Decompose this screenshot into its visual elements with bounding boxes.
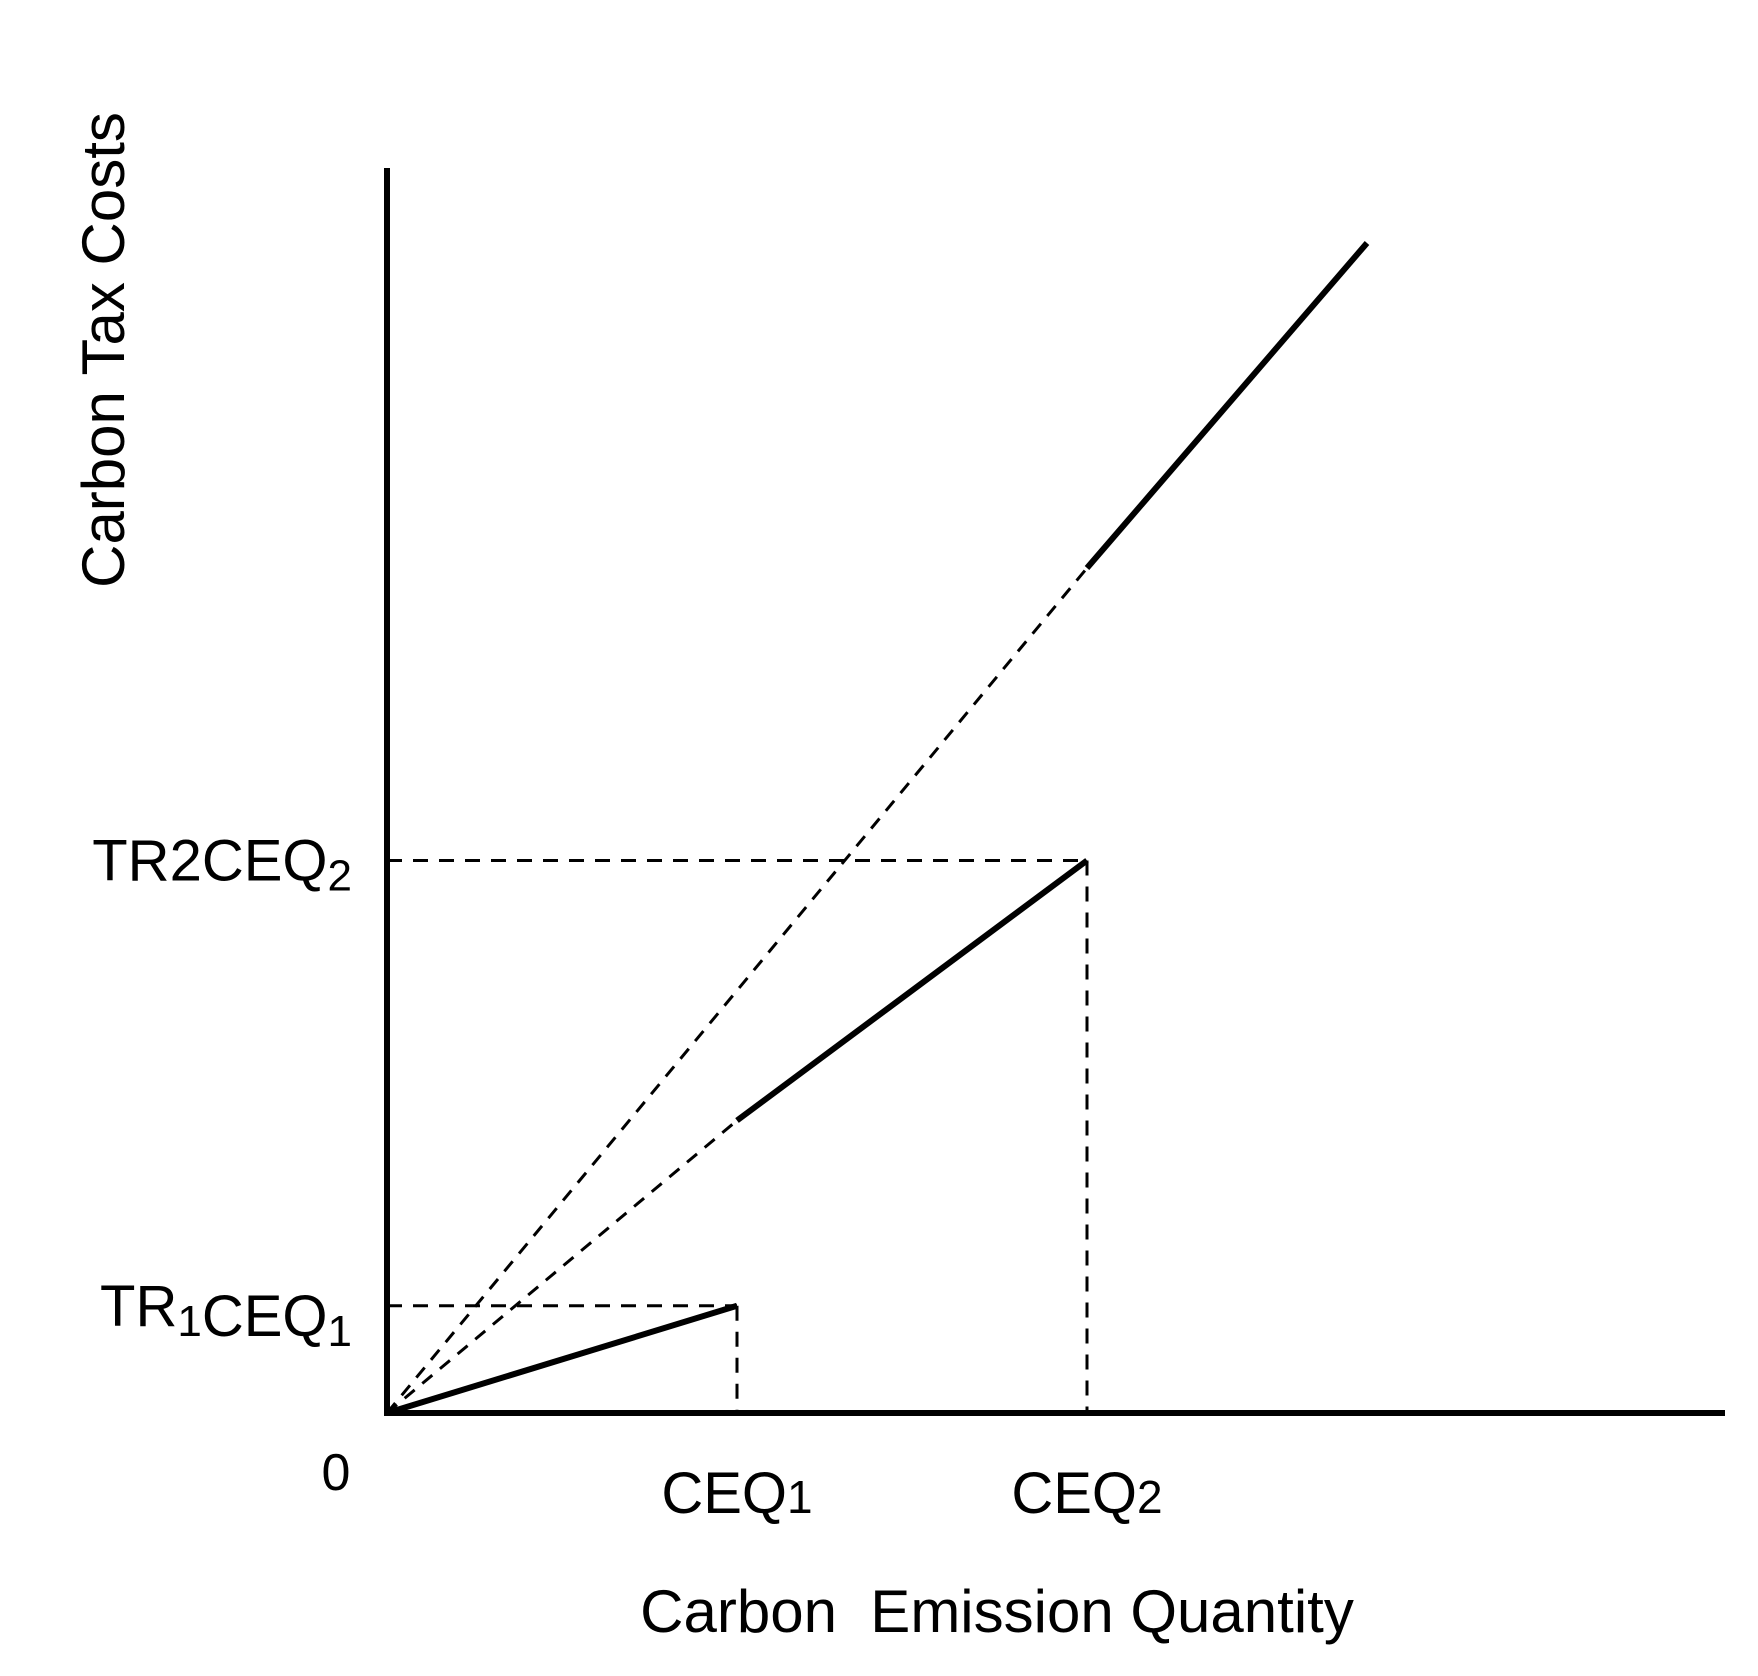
y-tick-text: CEQ [202,1284,328,1349]
dashed-cost-line-2 [386,1119,738,1415]
x-axis-label: Carbon Emission Quantity [640,1578,1354,1645]
y-tick-text: TR [100,1274,177,1339]
series-lines [385,241,1370,1416]
y-tick-subscript: 1 [177,1297,201,1346]
x-tick-main: CEQ [1011,1461,1137,1526]
y-tick-text: CEQ [202,829,328,894]
guide-lines [387,859,1089,1413]
x-tick-index: 2 [1137,1471,1163,1523]
y-tick-text: 2 [170,829,202,894]
y-tick-label-2: TR2CEQ2 [92,829,352,901]
solid-cost-line-5 [1084,241,1370,570]
solid-cost-line-3 [735,858,1089,1123]
solid-cost-line-1 [386,1302,738,1416]
y-tick-subscript: 1 [328,1307,352,1356]
x-tick-index: 1 [787,1471,813,1523]
y-axis-label: Carbon Tax Costs [70,112,137,588]
y-tick-subscript: 2 [328,852,352,901]
x-tick-main: CEQ [661,1461,787,1526]
y-tick-label-1: TR1CEQ1 [100,1274,352,1356]
dashed-cost-line-4 [385,567,1089,1414]
y-tick-text: TR [92,829,169,894]
origin-label: 0 [322,1444,351,1502]
plot-area [384,168,1725,1416]
x-tick-label-2: CEQ2 [1011,1461,1162,1526]
x-tick-label-1: CEQ1 [661,1461,812,1526]
